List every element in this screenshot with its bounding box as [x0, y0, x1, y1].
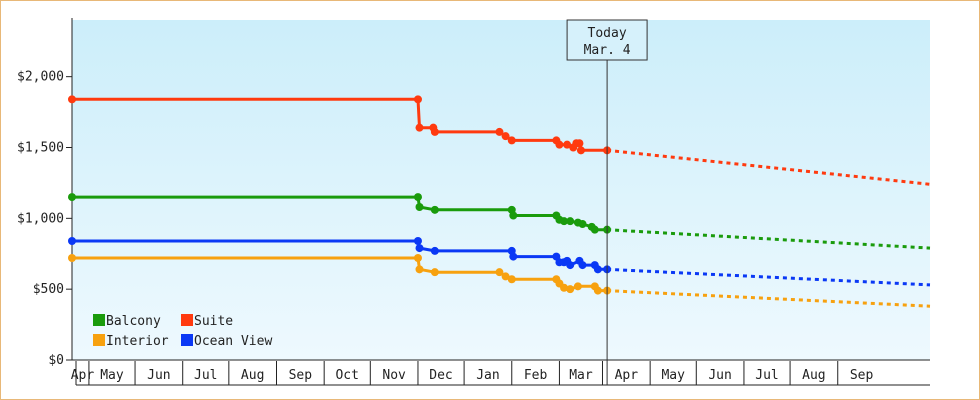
today-label-box	[566, 19, 648, 61]
data-point[interactable]	[575, 139, 584, 148]
x-tick-label: Feb	[524, 368, 548, 383]
x-tick-label: Apr	[71, 368, 95, 383]
plot-background	[72, 20, 930, 360]
x-tick-label: Sep	[850, 368, 874, 383]
data-point[interactable]	[68, 193, 76, 202]
today-label-line1: Today	[588, 26, 627, 41]
data-point[interactable]	[593, 265, 602, 274]
series-suite	[68, 95, 931, 186]
y-tick-label: $0	[48, 353, 64, 368]
legend-item-interior[interactable]: Interior	[93, 334, 169, 349]
data-point[interactable]	[509, 252, 518, 261]
legend: Balcony Suite Interior Ocean View	[93, 314, 272, 349]
data-point[interactable]	[413, 95, 422, 104]
x-tick-label: Jan	[476, 368, 499, 383]
data-point[interactable]	[576, 146, 585, 155]
data-point[interactable]	[430, 246, 439, 255]
data-point[interactable]	[566, 217, 575, 226]
legend-label: Balcony	[106, 314, 161, 329]
x-tick-label: Jul	[194, 368, 217, 383]
data-point[interactable]	[509, 211, 518, 220]
legend-item-balcony[interactable]: Balcony	[93, 314, 161, 329]
y-tick-label: $1,500	[17, 141, 64, 156]
today-label-line2: Mar. 4	[584, 43, 631, 58]
data-point[interactable]	[415, 265, 424, 274]
data-point[interactable]	[415, 203, 424, 211]
legend-item-ocean-view[interactable]: Ocean View	[181, 334, 272, 349]
data-point[interactable]	[578, 261, 587, 270]
x-tick-label: Mar	[569, 368, 593, 383]
data-point[interactable]	[415, 123, 424, 132]
data-point[interactable]	[430, 127, 439, 136]
legend-swatch	[93, 334, 105, 346]
data-point[interactable]	[68, 237, 76, 245]
data-point[interactable]	[415, 244, 424, 253]
data-point[interactable]	[560, 217, 569, 226]
today-marker: Today Mar. 4	[566, 19, 648, 385]
x-axis: Apr May Jun Jul Aug Sep Oct Nov Dec Jan Feb Mar Apr M…	[71, 359, 930, 386]
data-point[interactable]	[593, 286, 602, 295]
data-point[interactable]	[68, 254, 76, 262]
data-point[interactable]	[563, 140, 572, 149]
data-point[interactable]	[495, 268, 504, 277]
x-tick-label: Jun	[147, 368, 170, 383]
legend-swatch	[93, 314, 105, 326]
x-tick-label: Jun	[708, 368, 731, 383]
data-point[interactable]	[501, 272, 510, 281]
data-point[interactable]	[495, 127, 504, 136]
legend-label: Interior	[106, 334, 169, 349]
legend-label: Suite	[194, 314, 233, 329]
data-point[interactable]	[413, 237, 422, 245]
x-tick-label: Aug	[802, 368, 825, 383]
x-tick-label: Apr	[615, 368, 639, 383]
x-tick-label: May	[100, 368, 124, 383]
legend-label: Ocean View	[194, 334, 272, 349]
y-tick-label: $500	[33, 282, 64, 297]
legend-item-suite[interactable]: Suite	[181, 314, 233, 329]
forecast-line	[607, 228, 931, 250]
data-point[interactable]	[68, 95, 76, 104]
y-axis: $0 $500 $1,000 $1,500 $2,000	[17, 18, 73, 368]
data-point[interactable]	[555, 140, 564, 149]
data-point[interactable]	[430, 205, 439, 214]
forecast-line	[606, 148, 931, 186]
x-tick-label: Oct	[335, 368, 358, 383]
data-point[interactable]	[566, 261, 575, 270]
y-tick-label: $2,000	[17, 70, 64, 85]
x-tick-label: Sep	[289, 368, 313, 383]
data-point[interactable]	[507, 136, 516, 145]
data-point[interactable]	[413, 254, 422, 262]
legend-swatch	[181, 334, 193, 346]
data-point[interactable]	[501, 132, 510, 141]
series-balcony	[68, 193, 931, 250]
forecast-line	[607, 267, 931, 287]
data-point[interactable]	[560, 283, 569, 292]
data-point[interactable]	[430, 268, 439, 277]
forecast-line	[607, 289, 931, 308]
x-tick-label: Dec	[429, 368, 452, 383]
x-tick-label: May	[661, 368, 685, 383]
series-ocean-view	[68, 237, 931, 287]
data-point[interactable]	[413, 193, 422, 202]
data-point[interactable]	[507, 275, 516, 284]
data-point[interactable]	[578, 220, 587, 228]
data-point[interactable]	[566, 285, 575, 294]
y-tick-label: $1,000	[17, 211, 64, 226]
data-point[interactable]	[573, 282, 582, 291]
x-tick-label: Aug	[241, 368, 264, 383]
data-point[interactable]	[590, 225, 599, 234]
legend-swatch	[181, 314, 193, 326]
x-tick-label: Jul	[755, 368, 778, 383]
x-tick-label: Nov	[382, 368, 406, 383]
series-lines	[68, 95, 931, 308]
